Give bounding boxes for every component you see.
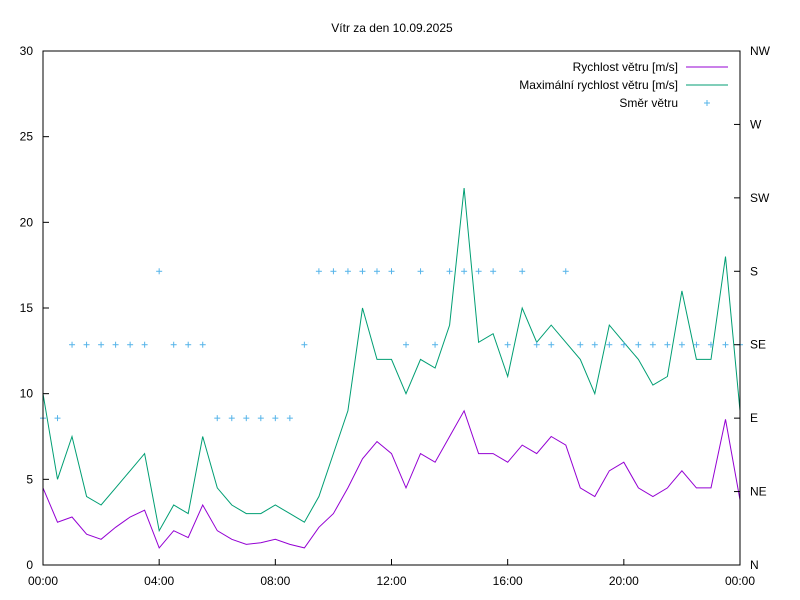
wind-direction-point (562, 268, 569, 275)
wind-direction-point (69, 341, 76, 348)
wind-direction-point (649, 341, 656, 348)
y2-tick-label: SW (750, 191, 770, 205)
wind-direction-point (693, 341, 700, 348)
wind-direction-point (214, 415, 221, 422)
wind-direction-point (83, 341, 90, 348)
wind-direction-point (548, 341, 555, 348)
y-tick-label: 25 (20, 130, 34, 144)
wind-direction-point (461, 268, 468, 275)
wind-direction-point (635, 341, 642, 348)
plot-series (40, 188, 743, 549)
x-tick-label: 00:00 (28, 574, 58, 588)
wind-direction-point (127, 341, 134, 348)
chart-title: Vítr za den 10.09.2025 (331, 21, 453, 35)
wind-direction-point (156, 268, 163, 275)
wind-direction-point (170, 341, 177, 348)
wind-direction-point (199, 341, 206, 348)
x-tick-label: 08:00 (260, 574, 290, 588)
wind-direction-point (446, 268, 453, 275)
y2-tick-label: E (750, 411, 758, 425)
wind-direction-point (98, 341, 105, 348)
wind-direction-point (301, 341, 308, 348)
y2-tick-label: NW (750, 44, 771, 58)
x-tick-label: 20:00 (609, 574, 639, 588)
y-tick-label: 0 (26, 558, 33, 572)
wind-direction-point (228, 415, 235, 422)
wind-direction-point (403, 341, 410, 348)
x-tick-label: 00:00 (725, 574, 755, 588)
wind-direction-point (664, 341, 671, 348)
y-tick-label: 5 (26, 472, 33, 486)
wind-direction-point (54, 415, 61, 422)
wind-direction-point (243, 415, 250, 422)
wind-direction-point (286, 415, 293, 422)
wind-direction-point (257, 415, 264, 422)
x-tick-label: 12:00 (376, 574, 406, 588)
wind-direction-point (330, 268, 337, 275)
wind-direction-point (722, 341, 729, 348)
y-tick-label: 30 (20, 44, 34, 58)
legend-swatch (704, 100, 710, 106)
series-max-wind-speed-line (42, 188, 741, 533)
plot-frame (42, 50, 741, 566)
wind-direction-point (272, 415, 279, 422)
legend-label: Maximální rychlost větru [m/s] (519, 78, 678, 92)
wind-direction-point (620, 341, 627, 348)
y-tick-label: 10 (20, 387, 34, 401)
wind-direction-point (533, 341, 540, 348)
wind-direction-point (606, 341, 613, 348)
wind-direction-point (490, 268, 497, 275)
wind-direction-point (475, 268, 482, 275)
wind-direction-point (388, 268, 395, 275)
wind-direction-point (504, 341, 511, 348)
wind-direction-point (577, 341, 584, 348)
wind-direction-point (112, 341, 119, 348)
legend-label: Směr větru (619, 96, 678, 110)
y-tick-label: 20 (20, 215, 34, 229)
series-wind-speed-line (42, 409, 741, 549)
legend: Rychlost větru [m/s] Maximální rychlost v… (519, 60, 728, 110)
wind-direction-point (359, 268, 366, 275)
y2-tick-label: S (750, 264, 758, 278)
y2-tick-label: SE (750, 338, 766, 352)
wind-direction-point (141, 341, 148, 348)
x-tick-label: 16:00 (493, 574, 523, 588)
wind-direction-point (344, 268, 351, 275)
wind-direction-point (185, 341, 192, 348)
wind-direction-point (591, 341, 598, 348)
y-tick-label: 15 (20, 301, 34, 315)
y2-tick-label: W (750, 117, 762, 131)
wind-direction-point (373, 268, 380, 275)
y2-tick-label: N (750, 558, 759, 572)
x-tick-label: 04:00 (144, 574, 174, 588)
axes: 0 5 10 15 20 25 30 N NE E SE S SW W NW 00:00 04:00 08:00 1… (20, 44, 771, 588)
wind-direction-point (315, 268, 322, 275)
wind-direction-point (417, 268, 424, 275)
wind-direction-point (707, 341, 714, 348)
legend-label: Rychlost větru [m/s] (573, 60, 678, 74)
wind-direction-point (678, 341, 685, 348)
wind-direction-point (432, 341, 439, 348)
y2-tick-label: NE (750, 485, 767, 499)
wind-direction-point (519, 268, 526, 275)
